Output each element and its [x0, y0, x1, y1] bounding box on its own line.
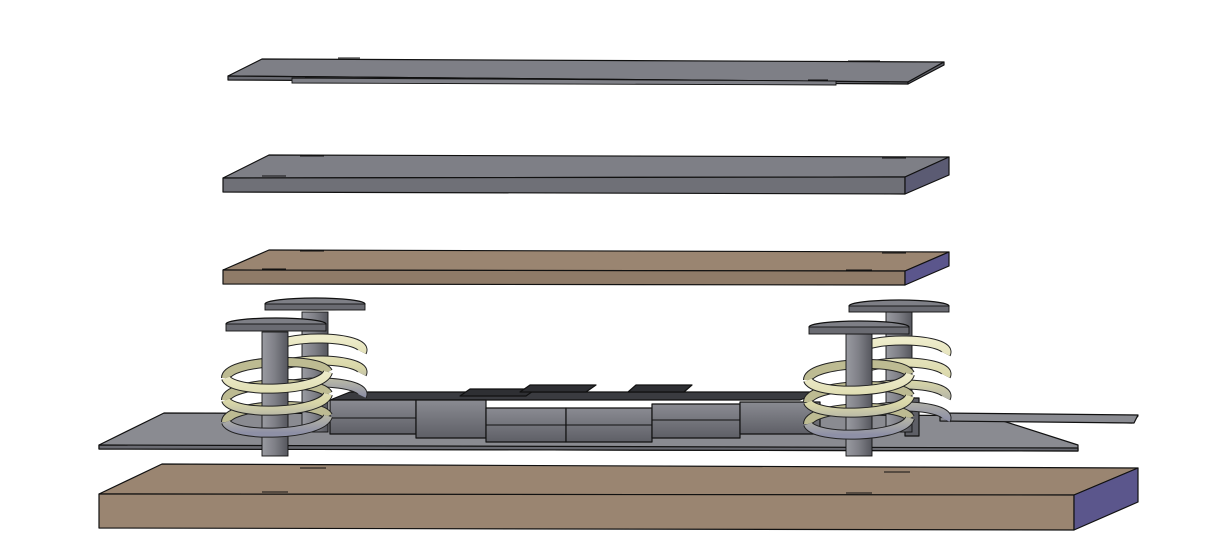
middle-plate	[222, 249, 950, 286]
upper-plate	[222, 154, 950, 195]
top-plate	[227, 57, 945, 86]
spring-front-right	[803, 320, 915, 457]
base-plate	[98, 463, 1139, 531]
spring-front-left	[221, 317, 333, 457]
